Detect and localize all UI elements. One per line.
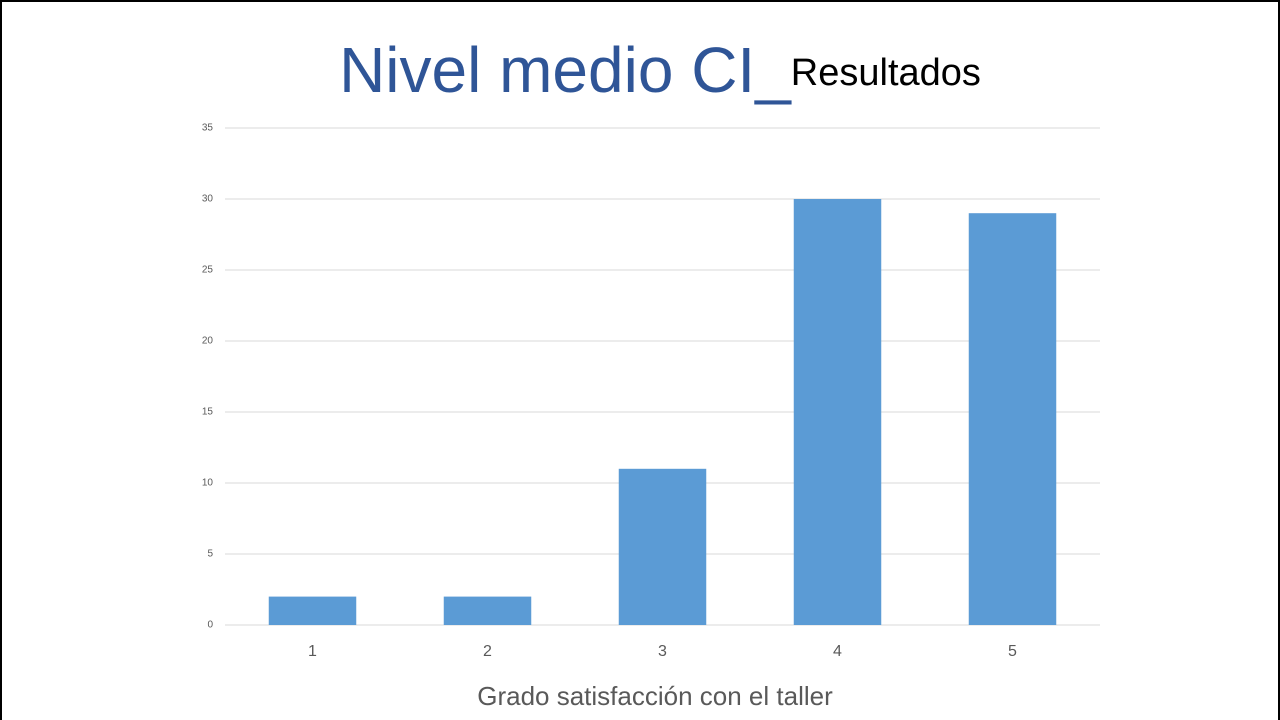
y-tick-label: 0: [207, 620, 213, 631]
x-tick-label: 5: [1008, 643, 1017, 660]
x-tick-label: 2: [483, 643, 492, 660]
bar: [443, 596, 532, 625]
title-main: Nivel medio CI_: [339, 34, 792, 106]
x-axis-label: Grado satisfacción con el taller: [477, 681, 833, 711]
bar: [268, 596, 357, 625]
title-suffix: Resultados: [791, 52, 981, 94]
y-tick-label: 30: [202, 194, 214, 205]
y-tick-label: 20: [202, 336, 214, 347]
slide-title: Nivel medio CI_Resultados: [339, 34, 981, 106]
x-tick-label: 4: [833, 643, 842, 660]
y-tick-label: 15: [202, 407, 214, 418]
x-tick-label: 1: [308, 643, 317, 660]
y-tick-label: 35: [202, 123, 214, 134]
bar: [793, 199, 882, 625]
y-tick-label: 5: [207, 549, 213, 560]
x-tick-label: 3: [658, 643, 667, 660]
bar: [618, 468, 707, 625]
y-tick-label: 25: [202, 265, 214, 276]
y-tick-label: 10: [202, 478, 214, 489]
bar: [968, 213, 1057, 625]
